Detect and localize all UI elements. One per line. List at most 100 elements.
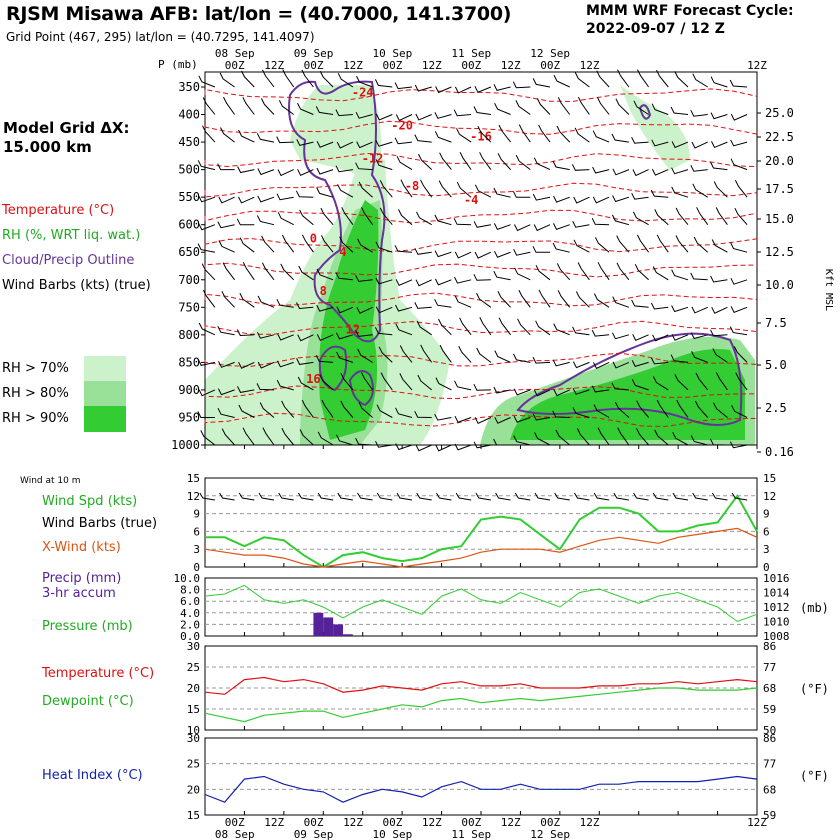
wind-barb	[200, 430, 216, 446]
temperature-contour-label: -12	[362, 152, 384, 166]
heat-unit-label: (°F)	[800, 769, 829, 783]
pressure-unit-label: (mb)	[800, 601, 829, 615]
wind-barb	[394, 82, 413, 90]
wind-barb	[414, 248, 432, 255]
wind-barb	[241, 70, 255, 88]
wind-barb	[513, 248, 531, 256]
wind-barb	[651, 139, 669, 147]
wind-barb	[435, 377, 452, 391]
temperature-contour-label: -24	[352, 86, 374, 100]
wind-barb	[374, 79, 393, 88]
wind-barb	[611, 133, 629, 143]
bottom-hour-label-end: 12Z	[747, 816, 767, 829]
wind-barb	[395, 443, 413, 451]
wind-barb	[336, 141, 354, 149]
heat-panel-frame	[204, 737, 758, 816]
wind-barb	[295, 190, 314, 198]
wind-barb	[513, 388, 531, 396]
wind-barb	[316, 334, 334, 342]
wind-barb	[611, 214, 630, 226]
wind-barb	[439, 152, 452, 170]
wind-barbs	[197, 69, 748, 452]
wind-barb	[394, 245, 413, 253]
wind-barb	[557, 97, 571, 115]
wind-barb	[493, 386, 511, 394]
wind-barb	[219, 72, 235, 88]
height-tick-label: 17.5	[765, 182, 794, 196]
wind-barb	[301, 234, 314, 253]
wind-barb	[710, 275, 728, 283]
surface-wind-barb	[337, 492, 353, 501]
wind-barb	[650, 189, 669, 198]
top-hour-label: 12Z	[422, 59, 442, 72]
wind-barb	[709, 438, 728, 446]
legend-temperature: Temperature (°C)	[2, 203, 115, 218]
wind-barb	[459, 317, 472, 336]
wind-10m-label: Wind at 10 m	[20, 476, 81, 486]
precip-panel-y2tick-label: 1008	[763, 630, 790, 643]
wind-panel-y2tick-label: 12	[763, 490, 776, 503]
wind-barb	[533, 224, 551, 232]
wind-barb	[476, 292, 492, 308]
bottom-hour-label: 00Z	[461, 816, 481, 829]
wind-barb	[552, 359, 570, 367]
wind-barb	[297, 169, 314, 176]
time-series-panels: 03691215036912150.02.04.06.08.010.010081…	[174, 472, 829, 822]
pressure-tick-label: 1000	[171, 438, 200, 452]
wind-barb	[321, 399, 334, 418]
wind-barb	[395, 407, 413, 418]
wind-barb	[239, 292, 255, 308]
temperature-contour	[204, 237, 758, 253]
wind-barb	[420, 179, 433, 198]
wind-barb	[276, 379, 294, 391]
precip-panel-y2tick-label: 1012	[763, 601, 790, 614]
wind-barb	[631, 136, 649, 144]
wind-barb	[355, 111, 373, 119]
wind-barb	[439, 344, 452, 363]
wind-barb	[672, 432, 689, 446]
wind-barb	[454, 415, 472, 423]
height-tick-label: 15.0	[765, 212, 794, 226]
wind-barb	[375, 139, 393, 147]
wind-barb	[453, 109, 472, 117]
wind-barb	[593, 293, 610, 308]
wind-barb	[631, 360, 649, 367]
wind-barb	[636, 400, 649, 418]
wind-barb	[538, 289, 551, 308]
wind-barb	[473, 106, 491, 115]
wind-barb	[395, 304, 413, 312]
wind-barb	[339, 236, 354, 253]
wind-barb	[493, 84, 511, 91]
wind-barb	[652, 376, 669, 391]
wind-barb	[512, 81, 531, 89]
wind-barb	[197, 160, 216, 171]
wind-barb	[473, 274, 491, 281]
pressure-tick-label: 350	[178, 80, 200, 94]
top-hour-label: 00Z	[540, 59, 560, 72]
wind-barb	[277, 333, 294, 341]
temperature-contour	[204, 292, 758, 307]
wind-barb	[690, 332, 708, 340]
wind-barb	[236, 218, 255, 226]
surface-wind-barb	[554, 492, 570, 501]
precip-panel-ytick-label: 2.0	[180, 618, 200, 631]
bottom-date-label: 12 Sep	[530, 828, 570, 840]
wind-speed-line	[205, 493, 758, 569]
wind-barb	[277, 169, 294, 177]
wind-barb	[415, 113, 432, 121]
wind-barb	[479, 317, 492, 336]
wind-barb	[456, 128, 472, 143]
wind-barb	[297, 102, 314, 115]
wind-barb	[691, 141, 708, 149]
wind-barb	[316, 268, 334, 281]
wind-barb	[336, 351, 354, 363]
pressure-tick-label: 450	[178, 135, 200, 149]
bottom-hour-label: 12Z	[422, 816, 442, 829]
wind-barb	[611, 382, 629, 391]
wind-barb	[221, 428, 235, 446]
wind-barb	[593, 361, 610, 369]
wind-barb	[553, 195, 570, 203]
wind-barb	[356, 306, 373, 314]
wind-barb	[597, 262, 610, 281]
heat-panel-y2tick-label: 77	[763, 758, 776, 771]
